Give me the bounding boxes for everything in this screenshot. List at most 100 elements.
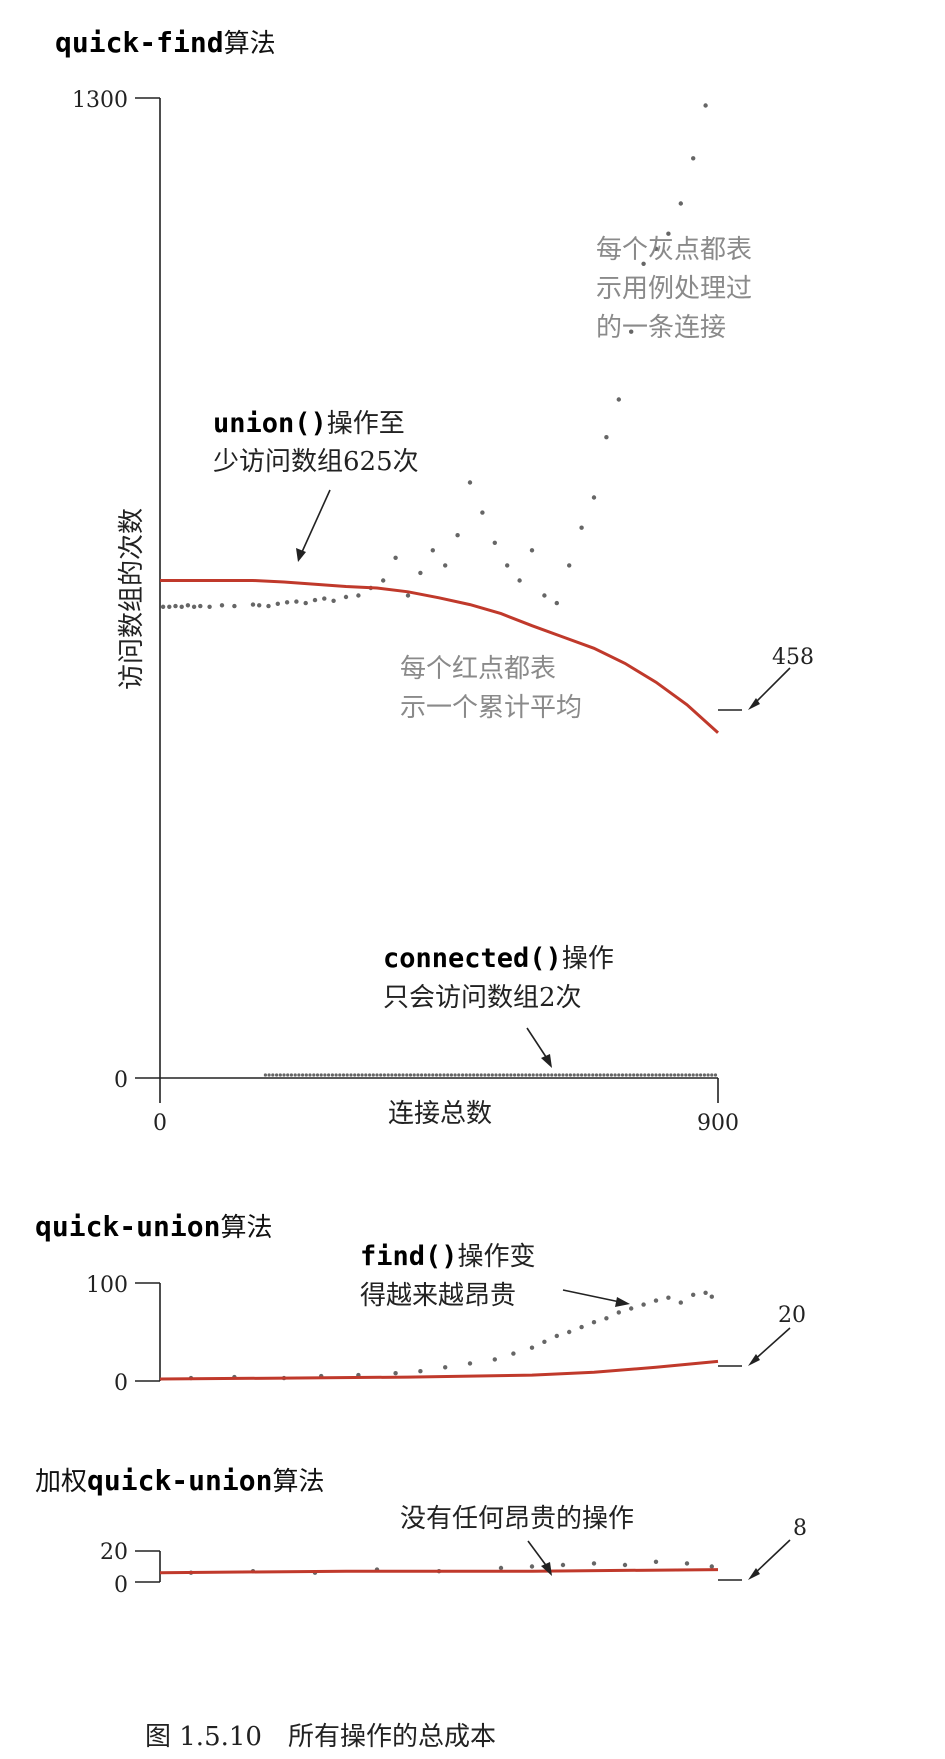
gray-data-point (207, 604, 212, 609)
gray-data-point (641, 1302, 646, 1307)
zero-cost-point (684, 1073, 688, 1077)
gray-data-point (312, 597, 318, 603)
gray-data-point (381, 578, 386, 583)
zero-cost-point (680, 1073, 684, 1077)
gray-data-point (666, 1295, 671, 1300)
zero-cost-point (554, 1073, 558, 1077)
zero-cost-point (368, 1073, 372, 1077)
zero-cost-point (505, 1073, 509, 1077)
zero-cost-point (524, 1073, 528, 1077)
gray-data-point (703, 103, 708, 108)
zero-cost-point (408, 1073, 413, 1077)
panel1-gray-note-line2: 示用例处理过 (596, 274, 752, 304)
gray-data-point (356, 593, 361, 598)
zero-cost-point (468, 1073, 472, 1077)
panel2-annotation-find-line2: 得越来越昂贵 (360, 1281, 516, 1311)
zero-cost-point (527, 1073, 532, 1077)
gray-data-point (443, 1365, 448, 1370)
zero-cost-point (360, 1073, 364, 1077)
zero-cost-point (416, 1073, 420, 1077)
gray-data-point (691, 1292, 696, 1298)
panel1-gray-points (160, 103, 708, 609)
zero-cost-point (289, 1073, 293, 1077)
gray-data-point (517, 578, 522, 583)
panel2-end-value-label: 20 (778, 1303, 806, 1328)
panel3-annotation: 没有任何昂贵的操作 (400, 1504, 634, 1534)
panel3-end-value-label: 8 (793, 1516, 807, 1541)
panel2-end-arrow (751, 1327, 791, 1363)
gray-data-point (604, 435, 609, 440)
zero-cost-point (699, 1073, 703, 1077)
gray-data-point (173, 603, 178, 609)
gray-data-point (709, 1564, 714, 1569)
zero-cost-point (635, 1073, 640, 1077)
zero-cost-point (401, 1073, 405, 1077)
zero-cost-point (561, 1073, 565, 1077)
zero-cost-point (286, 1073, 290, 1077)
zero-cost-point (304, 1073, 308, 1077)
zero-cost-point (371, 1073, 375, 1077)
panel3-ytick-label-top: 20 (100, 1540, 128, 1565)
zero-cost-point (438, 1073, 442, 1077)
panel1-xtick-label-left: 0 (153, 1111, 167, 1136)
zero-cost-point (271, 1073, 275, 1077)
panel1-ytick-label-top: 1300 (72, 88, 128, 113)
zero-cost-point (513, 1073, 517, 1077)
gray-data-point (666, 231, 671, 236)
zero-cost-point (583, 1073, 587, 1077)
zero-cost-point (405, 1073, 409, 1077)
zero-cost-point (550, 1073, 554, 1077)
panel2-average-line (159, 1359, 719, 1381)
panel2-annotation-find: find()操作变 (360, 1241, 536, 1272)
gray-data-point (567, 1329, 572, 1335)
gray-data-point (393, 555, 398, 560)
gray-data-point (179, 604, 184, 609)
zero-cost-point (617, 1073, 621, 1077)
zero-cost-point (691, 1073, 695, 1077)
panel3-ytick-label-bottom: 0 (114, 1573, 128, 1598)
gray-data-point (542, 1339, 547, 1345)
gray-data-point (653, 1559, 659, 1565)
zero-cost-point (609, 1073, 614, 1077)
zero-cost-point (293, 1073, 297, 1077)
zero-cost-point (345, 1073, 349, 1077)
gray-data-point (703, 1290, 708, 1296)
gray-data-point (505, 563, 510, 568)
gray-data-point (691, 156, 696, 161)
zero-cost-point (446, 1073, 450, 1077)
zero-cost-point (643, 1073, 647, 1077)
gray-data-point (418, 570, 423, 576)
gray-data-point (511, 1351, 516, 1356)
panel3-end-arrow (751, 1539, 791, 1577)
panel3-annotation-arrowhead (541, 1562, 552, 1576)
panel1-connected-arrow (526, 1027, 549, 1061)
gray-data-point (266, 603, 271, 609)
gray-data-point (641, 261, 646, 266)
zero-cost-point (449, 1073, 453, 1077)
panel1-end-arrowhead (748, 698, 760, 710)
zero-cost-point (427, 1073, 431, 1077)
gray-data-point (303, 600, 308, 606)
zero-cost-point (397, 1073, 401, 1077)
gray-data-point (219, 603, 225, 608)
zero-cost-point (673, 1073, 677, 1077)
gray-data-point (622, 1562, 628, 1568)
panel2-find-arrow (562, 1289, 621, 1303)
zero-cost-point (301, 1073, 305, 1077)
zero-cost-point (442, 1073, 446, 1077)
zero-cost-point (364, 1073, 368, 1077)
panel3-annotation-arrow (527, 1540, 549, 1569)
zero-cost-point (539, 1073, 543, 1077)
gray-data-point (492, 540, 497, 545)
panel1-gray-note-line3: 的一条连接 (596, 313, 726, 343)
zero-cost-point (613, 1073, 617, 1077)
gray-data-point (198, 603, 203, 609)
zero-cost-point (434, 1073, 439, 1077)
zero-cost-point (639, 1073, 643, 1077)
zero-cost-point (535, 1073, 539, 1077)
gray-data-point (629, 329, 634, 334)
zero-cost-point (297, 1073, 301, 1077)
zero-cost-point (461, 1073, 465, 1077)
gray-data-point (579, 1324, 584, 1330)
zero-cost-point (412, 1073, 416, 1077)
